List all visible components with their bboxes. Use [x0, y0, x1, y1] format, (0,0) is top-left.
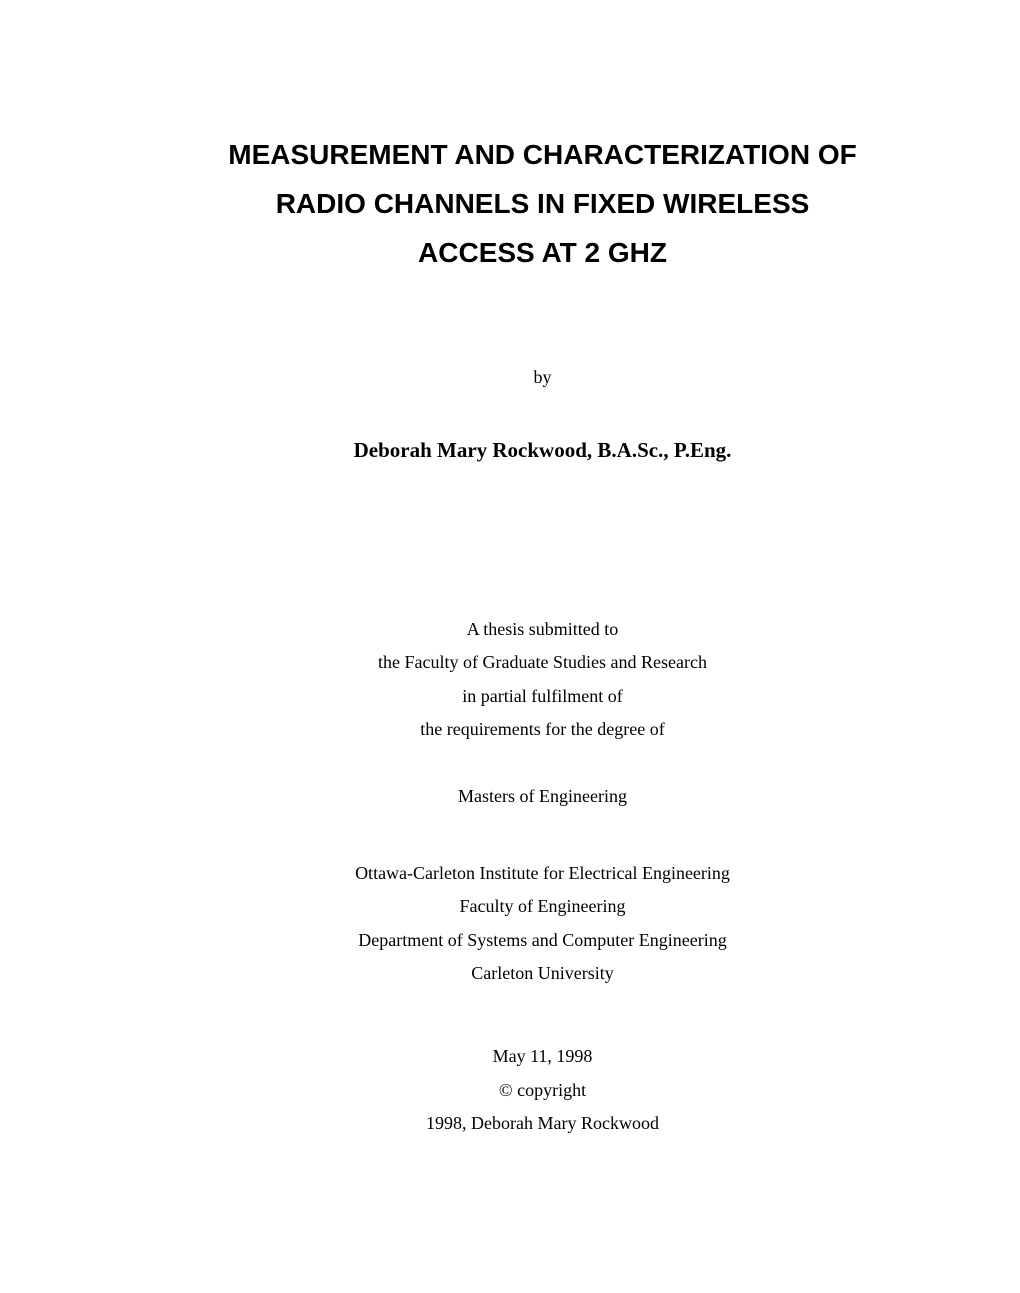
author-name: Deborah Mary Rockwood, B.A.Sc., P.Eng. [175, 438, 910, 463]
copyright-holder: 1998, Deborah Mary Rockwood [175, 1107, 910, 1140]
institution-line-4: Carleton University [175, 957, 910, 990]
title-line-3: ACCESS AT 2 GHZ [175, 228, 910, 277]
submission-line-4: the requirements for the degree of [175, 713, 910, 746]
institution-line-3: Department of Systems and Computer Engin… [175, 924, 910, 957]
title-line-2: RADIO CHANNELS IN FIXED WIRELESS [175, 179, 910, 228]
title-line-1: MEASUREMENT AND CHARACTERIZATION OF [175, 130, 910, 179]
submission-block: A thesis submitted to the Faculty of Gra… [175, 613, 910, 746]
degree-name: Masters of Engineering [175, 786, 910, 807]
submission-line-1: A thesis submitted to [175, 613, 910, 646]
institution-line-1: Ottawa-Carleton Institute for Electrical… [175, 857, 910, 890]
date-copyright-block: May 11, 1998 © copyright 1998, Deborah M… [175, 1040, 910, 1140]
thesis-title: MEASUREMENT AND CHARACTERIZATION OF RADI… [175, 130, 910, 277]
institution-line-2: Faculty of Engineering [175, 890, 910, 923]
submission-line-2: the Faculty of Graduate Studies and Rese… [175, 646, 910, 679]
copyright-label: © copyright [175, 1074, 910, 1107]
institution-block: Ottawa-Carleton Institute for Electrical… [175, 857, 910, 990]
thesis-date: May 11, 1998 [175, 1040, 910, 1073]
submission-line-3: in partial fulfilment of [175, 680, 910, 713]
by-label: by [175, 367, 910, 388]
